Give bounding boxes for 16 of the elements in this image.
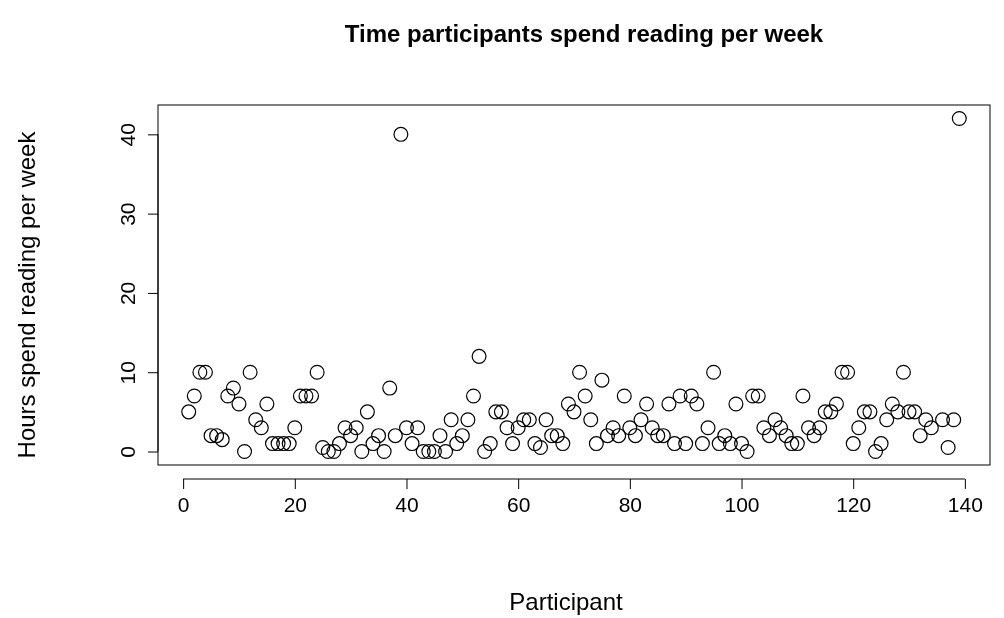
- x-axis-title: Participant: [509, 588, 624, 615]
- chart-title: Time participants spend reading per week: [344, 20, 824, 47]
- y-tick-label: 30: [116, 202, 140, 226]
- y-tick-label: 40: [116, 123, 140, 147]
- y-tick-label: 10: [116, 361, 140, 385]
- x-tick-label: 100: [724, 492, 760, 516]
- x-tick-label: 140: [947, 492, 983, 516]
- y-axis-title: Hours spend reading per week: [13, 130, 40, 459]
- x-tick-label: 60: [506, 492, 531, 516]
- x-tick-label: 0: [177, 492, 190, 516]
- x-tick-label: 40: [395, 492, 419, 516]
- x-tick-label: 120: [836, 492, 872, 516]
- y-tick-label: 0: [116, 446, 140, 458]
- y-tick-label: 20: [116, 281, 140, 306]
- x-tick-label: 80: [618, 492, 643, 516]
- x-tick-label: 20: [283, 492, 307, 516]
